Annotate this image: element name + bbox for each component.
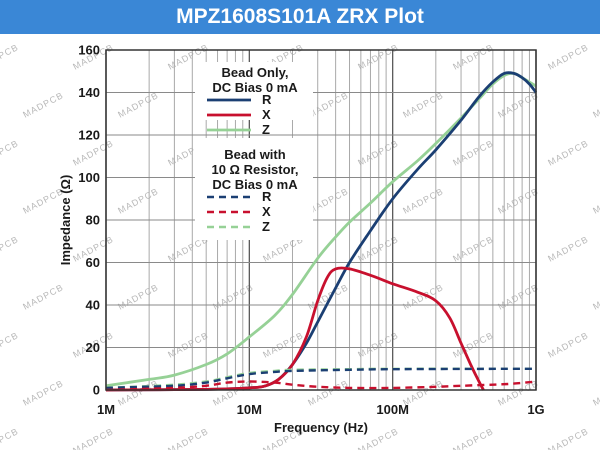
watermark-text: MADPCB [496,90,540,120]
legend-background [195,62,313,120]
legend-label-z: Z [262,219,270,234]
watermark-text: MADPCB [546,234,590,264]
y-tick-label: 100 [78,170,100,185]
x-tick-label: 100M [376,402,409,417]
watermark-text: MADPCB [546,426,590,450]
watermark-text: MADPCB [401,282,445,312]
legend-group-title: DC Bias 0 mA [212,177,298,192]
legend-group-title: DC Bias 0 mA [212,80,298,95]
y-tick-label: 140 [78,85,100,100]
watermark-text: MADPCB [356,330,400,360]
watermark-text: MADPCB [496,282,540,312]
legend-label-x: X [262,204,271,219]
y-tick-label: 160 [78,43,100,58]
legend-label-z: Z [262,122,270,137]
legend-label-r: R [262,92,272,107]
plot-frame [105,49,537,391]
watermark-text: MADPCB [21,90,65,120]
watermark-text: MADPCB [21,282,65,312]
legend-group-title: Bead with [224,147,285,162]
x-tick-label: 1G [527,402,544,417]
axis-ticks: 0 20 40 60 80 100 120 140 160 1M 10M 100M 1G [78,43,544,418]
watermark-text: MADPCB [306,378,350,408]
watermark-text: MADPCB [591,378,600,408]
y-tick-label: 120 [78,128,100,143]
watermark-text: MADPCB [451,42,495,72]
watermark-text: MADPCB [356,234,400,264]
watermark-text: MADPCB [451,234,495,264]
watermark-text: MADPCB [356,42,400,72]
watermark-text: MADPCB [356,138,400,168]
watermark-text: MADPCB [116,282,160,312]
y-tick-label: 40 [86,298,100,313]
watermark-text: MADPCB [546,330,590,360]
watermark-text: MADPCB [591,90,600,120]
watermark-text: MADPCB [0,234,20,264]
chart-title-banner: MPZ1608S101A ZRX Plot [0,0,600,34]
legend-label-r: R [262,189,272,204]
watermark-text: MADPCB [401,186,445,216]
chart-title: MPZ1608S101A ZRX Plot [176,5,424,28]
watermark-text: MADPCB [546,138,590,168]
y-axis-label: Impedance (Ω) [58,175,73,266]
y-tick-label: 0 [93,383,100,398]
legend-background [195,138,313,240]
watermark-text: MADPCB [591,186,600,216]
legend-group-title: 10 Ω Resistor, [211,162,298,177]
plot-border [105,49,537,391]
watermark-text: MADPCB [166,426,210,450]
watermark-text: MADPCB [21,378,65,408]
series-r-dashed-line [105,367,537,390]
watermark-text: MADPCB [166,330,210,360]
y-tick-label: 80 [86,213,100,228]
watermark-text: MADPCB [306,282,350,312]
series-x-solid-line [105,266,485,392]
series-layer [105,71,538,392]
watermark-text: MADPCB [591,282,600,312]
watermark-text: MADPCB [116,90,160,120]
watermark-text: MADPCB [0,138,20,168]
watermark-text: MADPCB [71,426,115,450]
x-tick-label: 1M [97,402,115,417]
x-tick-label: 10M [237,402,262,417]
watermark-text: MADPCB [496,186,540,216]
watermark-text: MADPCB [0,42,20,72]
series-x-dashed-line [105,380,537,392]
grid [105,49,537,391]
watermark-text: MADPCB [401,90,445,120]
x-axis-label: Frequency (Hz) [274,420,368,435]
watermark-text: MADPCB [546,42,590,72]
y-tick-label: 20 [86,340,100,355]
watermark-text: MADPCB [116,186,160,216]
watermark-text: MADPCB [451,426,495,450]
y-tick-label: 60 [86,255,100,270]
watermark-text: MADPCB [0,426,20,450]
watermark-text: MADPCB [0,330,20,360]
series-z-solid-line [105,71,537,388]
legend-group-title: Bead Only, [222,65,289,80]
watermark-text: MADPCB [451,138,495,168]
legend-label-x: X [262,107,271,122]
